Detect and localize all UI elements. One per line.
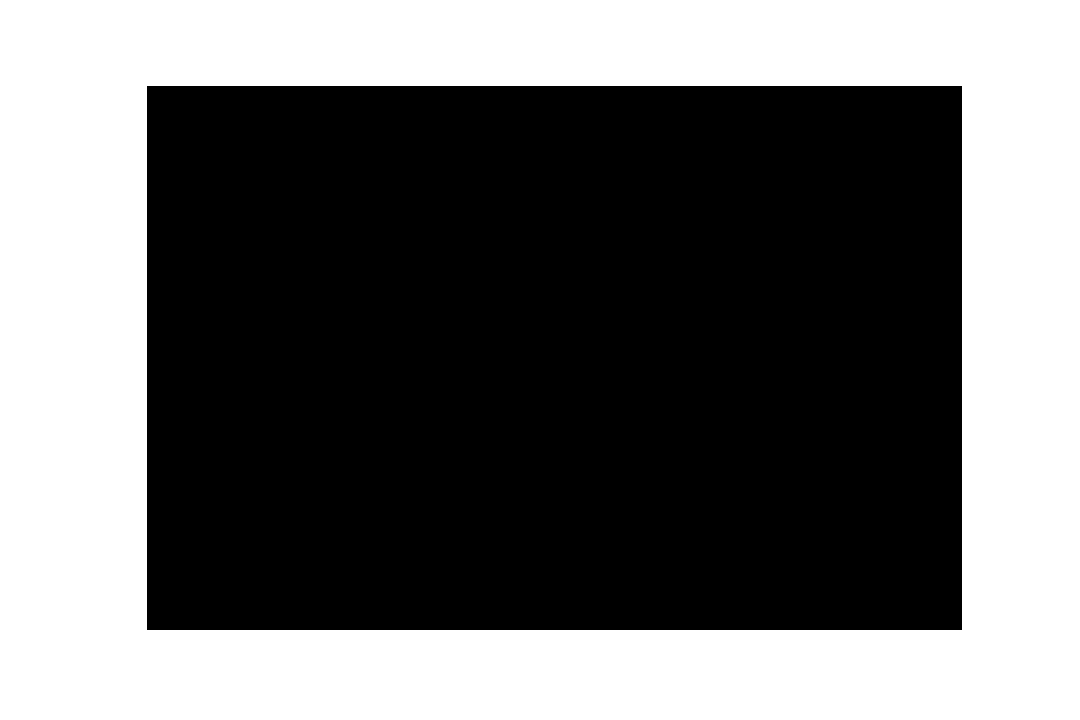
word-cloud [147,86,962,630]
